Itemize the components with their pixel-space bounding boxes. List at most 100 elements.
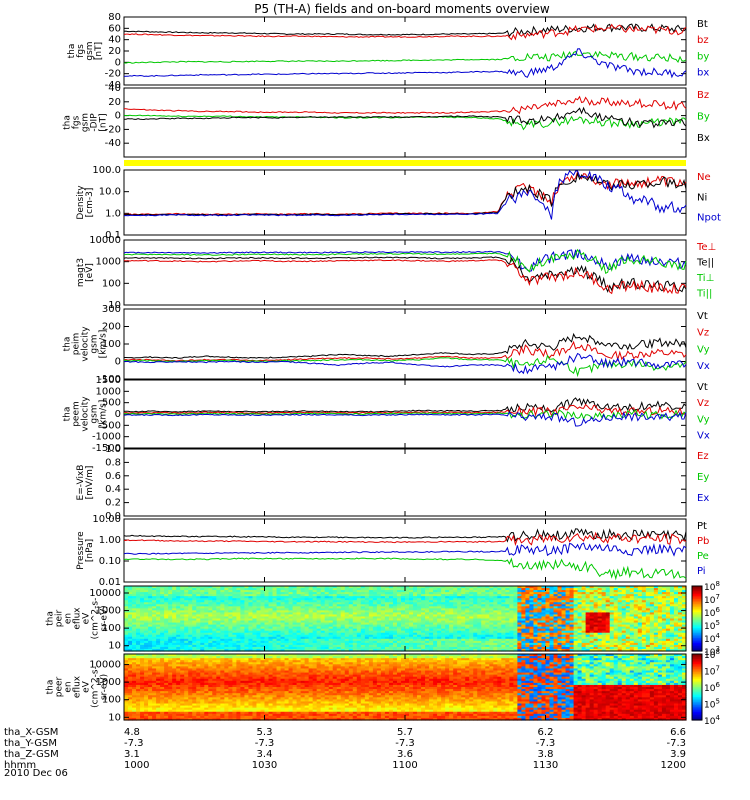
y-axis-label-line: [nT] [94,42,104,60]
spectrogram-cell [533,642,539,646]
spectrogram-cell [509,636,514,640]
spectrogram-cell [617,624,623,628]
spectrogram-cell [453,626,458,630]
spectrogram-cell [617,622,623,626]
spectrogram-cell [320,604,326,607]
spectrogram-cell [348,594,354,597]
spectrogram-cell [384,634,390,638]
spectrogram-cell [505,648,510,652]
spectrogram-cell [360,602,366,605]
spectrogram-cell [613,634,619,638]
spectrogram-cell [368,638,374,642]
spectrogram-cell [641,614,647,618]
spectrogram-cell [152,614,157,618]
spectrogram-cell [645,630,651,634]
spectrogram-cell [180,642,185,646]
spectrogram-cell [132,598,137,601]
spectrogram-cell [228,636,233,640]
spectrogram-cell [304,600,310,603]
spectrogram-cell [176,614,181,618]
spectrogram-cell [144,636,149,640]
spectrogram-cell [465,608,470,611]
spectrogram-cell [421,592,426,595]
spectrogram-cell [461,642,466,646]
spectrogram-cell [641,628,647,632]
spectrogram-cell [332,630,338,634]
spectrogram-cell [509,600,514,603]
spectrogram-cell [340,618,346,622]
spectrogram-cell [140,662,145,665]
spectrogram-cell [581,640,587,644]
spectrogram-cell [585,586,591,589]
y-tick-label: 500 [102,398,121,409]
spectrogram-cell [308,612,314,616]
spectrogram-cell [677,590,683,593]
spectrogram-cell [252,594,258,597]
spectrogram-cell [316,622,322,626]
spectrogram-cell [336,614,342,618]
spectrogram-cell [312,602,318,605]
spectrogram-cell [421,616,426,620]
spectrogram-cell [577,640,583,644]
spectrogram-cell [677,598,683,601]
spectrogram-cell [613,626,619,630]
spectrogram-cell [156,644,161,648]
spectrogram-cell [589,614,595,618]
spectrogram-cell [332,616,338,620]
spectrogram-cell [392,616,398,620]
spectrogram-cell [505,602,510,605]
spectrogram-cell [124,620,129,624]
spectrogram-cell [124,701,129,705]
spectrogram-cell [384,590,390,593]
spectrogram-cell [392,612,398,616]
spectrogram-cell [417,608,422,611]
spectrogram-cell [284,646,290,650]
spectrogram-cell [324,642,330,646]
spectrogram-cell [364,588,370,591]
spectrogram-cell [525,604,531,607]
spectrogram-cell [136,636,141,640]
spectrogram-cell [413,622,418,626]
spectrogram-cell [657,628,663,632]
spectrogram-cell [605,646,611,650]
spectrogram-cell [429,646,434,650]
spectrogram-cell [136,680,141,684]
spectrogram-cell [421,638,426,642]
spectrogram-cell [637,640,643,644]
spectrogram-cell [164,630,169,634]
spectrogram-cell [669,620,675,624]
spectrogram-cell [429,614,434,618]
spectrogram-cell [605,592,611,595]
spectrogram-cell [128,662,133,665]
spectrogram-cell [300,620,306,624]
spectrogram-cell [204,598,209,601]
spectrogram-cell [308,644,314,648]
spectrogram-cell [509,592,514,595]
spectrogram-cell [425,594,430,597]
spectrogram-cell [653,602,659,605]
spectrogram-cell [328,594,334,597]
spectrogram-cell [497,600,502,603]
spectrogram-cell [392,622,398,626]
y-tick-label: 200 [102,322,121,333]
y-axis-label-line: tha [63,337,73,352]
spectrogram-cell [152,691,157,694]
spectrogram-cell [136,590,141,593]
spectrogram-cell [661,620,667,624]
spectrogram-cell [160,608,165,611]
spectrogram-cell [537,626,543,630]
spectrogram-cell [429,620,434,624]
spectrogram-cell [581,588,587,591]
spectrogram-cell [509,630,514,634]
spectrogram-cell [465,590,470,593]
spectrogram-cell [184,630,189,634]
spectrogram-cell [601,602,607,605]
spectrogram-cell [493,628,498,632]
spectrogram-cell [280,622,286,626]
spectrogram-cell [236,618,242,622]
spectrogram-cell [409,606,414,609]
spectrogram-cell [132,644,137,648]
spectrogram-cell [356,606,362,609]
spectrogram-cell [376,638,382,642]
spectrogram-cell [513,636,518,640]
